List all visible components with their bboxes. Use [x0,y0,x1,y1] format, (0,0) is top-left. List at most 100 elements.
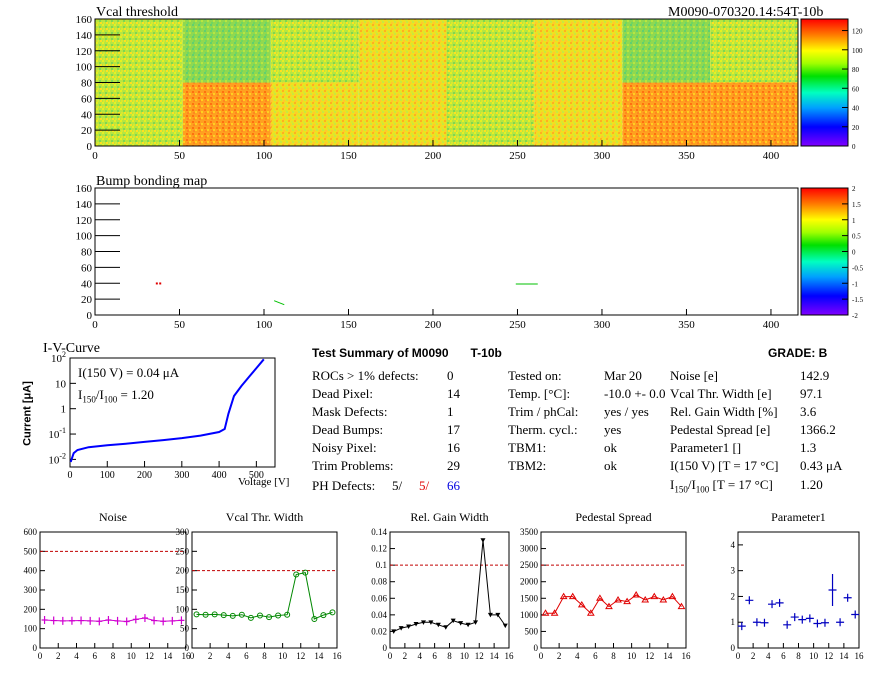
mini-xtick-label: 10 [278,651,288,661]
map-ytick-label: 60 [81,93,93,105]
mini-ytick-label: 4 [731,540,736,550]
mini-ytick-label: 300 [24,585,38,595]
mini-xtick-label: 2 [56,651,61,661]
data-point [302,569,309,576]
mini-xtick-label: 0 [38,651,43,661]
data-point [737,622,746,631]
data-point [798,615,807,624]
roc-tile [534,19,623,83]
summary-mid-value: -10.0 +- 0.0 [604,386,666,401]
map-xtick-label: 400 [763,319,780,331]
series-line [196,572,333,620]
mini-xtick-label: 10 [460,651,470,661]
summary-mid-label: Temp. [°C]: [508,386,571,401]
colorbar-tick-label: 1.5 [852,201,861,209]
mini-chart-title: Noise [99,510,127,524]
mini-xtick-label: 8 [447,651,452,661]
mini-ytick-label: 3 [731,566,736,576]
roc-tile [270,82,359,146]
iv-ratio-i: I [78,387,83,402]
summary-mid-value: yes / yes [604,404,649,419]
data-point [760,618,769,627]
data-point [59,616,66,625]
map2-title: Bump bonding map [96,174,208,189]
map-ytick-label: 140 [76,199,93,211]
mini-xtick-label: 14 [490,651,500,661]
data-point [193,611,200,618]
summary-grade: GRADE: B [768,346,828,360]
roc-tile [622,19,711,83]
data-point [813,619,822,628]
map-ytick-label: 60 [81,262,93,274]
map-xtick-label: 200 [425,150,442,162]
map-xtick-label: 200 [425,319,442,331]
map-xtick-label: 0 [92,150,98,162]
data-point [435,622,441,628]
data-point [502,623,508,629]
colorbar-tick-label: 2 [852,185,856,193]
data-point [428,620,434,625]
data-point [465,622,471,628]
data-point [329,609,336,616]
mini-frame [389,531,510,649]
mini-xtick-label: 8 [611,651,616,661]
data-point [41,615,48,624]
mini-ytick-label: 600 [24,527,38,537]
map-xtick-label: 300 [594,150,611,162]
data-point [851,610,860,619]
mini-xtick-label: 16 [505,651,515,661]
map-ytick-label: 0 [87,310,93,322]
iv-frame [69,357,276,468]
data-point [266,614,273,621]
data-point [68,616,75,625]
iv-ratio-sub2: 100 [103,394,118,405]
series-line [545,594,682,614]
data-point [659,595,668,603]
roc-tile [358,19,447,83]
data-point [783,620,792,629]
summary-mid-value: Mar 20 [604,368,642,383]
mini-xtick-label: 2 [557,651,562,661]
summary-mid-label: TBM2: [508,458,547,473]
data-point [473,620,479,625]
data-point [160,617,167,626]
summary-right-label: Parameter1 [] [670,440,742,455]
summary-left-label: Mask Defects: [312,404,388,419]
data-point [141,614,148,623]
mini-xtick-label: 4 [766,651,771,661]
data-point [586,609,595,616]
mini-xtick-label: 8 [796,651,801,661]
mini-xtick-label: 0 [539,651,544,661]
mini-ytick-label: 1000 [520,610,539,620]
data-point [284,611,291,618]
mini-ytick-label: 1500 [520,593,539,603]
data-point [677,602,686,610]
summary-right-value: 3.6 [800,404,817,419]
summary-mid-label: Tested on: [508,368,562,383]
mini-ytick-label: 2500 [520,560,539,570]
data-point [480,538,486,543]
summary-ratio-value: 1.20 [800,477,823,492]
map-ytick-label: 20 [81,294,93,306]
mini-ytick-label: 0 [731,643,736,653]
summary-right-label: Noise [e] [670,368,719,383]
data-point [87,616,94,625]
colorbar-tick-label: -1.5 [852,296,864,304]
ratio-part: /I [687,477,696,492]
data-point [311,616,318,622]
iv-ytick-label: 102 [51,350,66,365]
mini-ytick-label: 0 [185,643,190,653]
iv-xtick-label: 300 [174,470,189,481]
mini-xtick-label: 0 [388,651,393,661]
mini-ytick-label: 1 [731,617,736,627]
data-point [550,609,559,616]
map-ytick-label: 120 [76,46,93,58]
mini-frame [191,531,338,649]
data-point [641,595,650,603]
data-point [458,621,464,626]
mini-ytick-label: 50 [180,624,190,634]
mini-ytick-label: 0.06 [371,593,387,603]
summary-right-label: Pedestal Spread [e] [670,422,771,437]
map-ytick-label: 160 [76,14,93,26]
map-ytick-label: 160 [76,183,93,195]
